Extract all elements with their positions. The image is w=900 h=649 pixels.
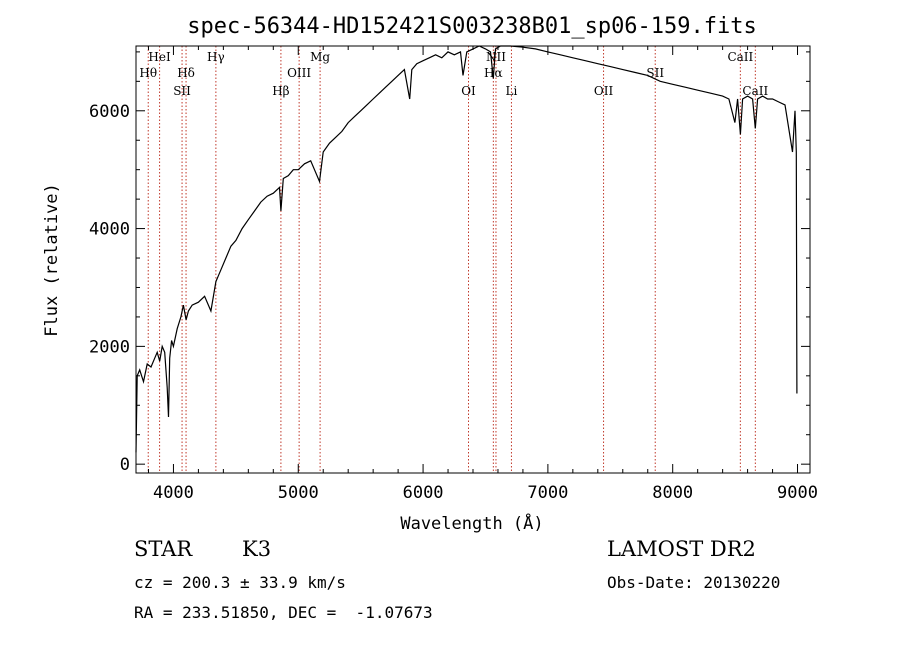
subclass: K3 bbox=[242, 537, 272, 561]
object-class: STAR bbox=[134, 537, 193, 561]
line-label-8: OI bbox=[461, 84, 476, 98]
line-label-10: Hα bbox=[484, 66, 503, 80]
line-label-13: SII bbox=[646, 66, 664, 80]
line-label-11: Li bbox=[506, 84, 518, 98]
x-axis-label: Wavelength (Å) bbox=[400, 512, 543, 534]
line-label-5: Hβ bbox=[272, 84, 289, 98]
line-label-9: NII bbox=[486, 50, 506, 64]
y-tick-label: 2000 bbox=[89, 337, 130, 357]
x-tick-label: 4000 bbox=[153, 483, 194, 503]
redshift-readout: cz = 200.3 ± 33.9 km/s bbox=[134, 573, 346, 592]
line-label-14: CaII bbox=[727, 50, 753, 64]
line-label-2: SII bbox=[173, 84, 191, 98]
x-tick-label: 7000 bbox=[527, 483, 568, 503]
series-layer bbox=[135, 45, 798, 453]
line-label-4: Hγ bbox=[207, 50, 225, 64]
obs-date: Obs-Date: 20130220 bbox=[607, 573, 781, 592]
line-label-7: Mg bbox=[310, 50, 330, 64]
x-tick-label: 9000 bbox=[777, 483, 818, 503]
x-tick-label: 8000 bbox=[652, 483, 693, 503]
line-label-0: Hθ bbox=[139, 66, 157, 80]
x-axis-ticks: 4000 5000 6000 7000 8000 9000 bbox=[147, 46, 818, 503]
line-markers bbox=[147, 46, 756, 473]
line-label-6: OIII bbox=[287, 66, 311, 80]
chart-title: spec-56344-HD152421S003238B01_sp06-159.f… bbox=[187, 14, 757, 39]
spectrum-line-0 bbox=[135, 45, 798, 453]
y-axis-ticks: 0 2000 4000 6000 bbox=[89, 51, 810, 475]
line-label-12: OII bbox=[594, 84, 614, 98]
y-tick-label: 0 bbox=[120, 455, 130, 475]
y-tick-label: 4000 bbox=[89, 220, 130, 240]
line-label-15: CaII bbox=[742, 84, 768, 98]
x-tick-label: 5000 bbox=[278, 483, 319, 503]
coordinates: RA = 233.51850, DEC = -1.07673 bbox=[134, 603, 433, 622]
line-label-3: Hδ bbox=[177, 66, 195, 80]
y-axis-label: Flux (relative) bbox=[42, 183, 62, 337]
y-tick-label: 6000 bbox=[89, 102, 130, 122]
line-label-1: HeI bbox=[148, 50, 171, 64]
plot-frame bbox=[135, 45, 811, 474]
x-tick-label: 6000 bbox=[403, 483, 444, 503]
survey-name: LAMOST DR2 bbox=[607, 537, 756, 561]
